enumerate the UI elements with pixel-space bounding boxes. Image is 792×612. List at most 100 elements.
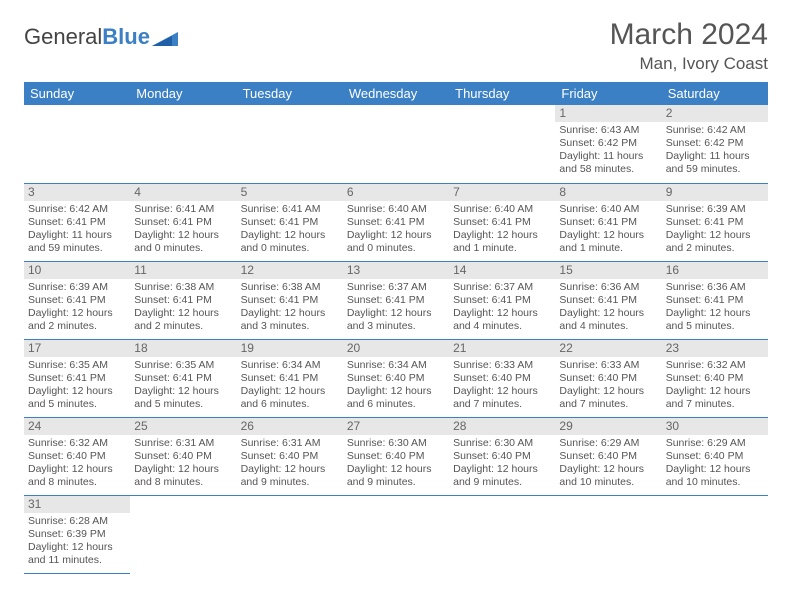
day-number: 9 bbox=[662, 184, 768, 201]
calendar-day: 31Sunrise: 6:28 AMSunset: 6:39 PMDayligh… bbox=[24, 495, 130, 573]
sunrise-text: Sunrise: 6:39 AM bbox=[666, 203, 764, 216]
daylight-text: and 7 minutes. bbox=[559, 398, 657, 411]
day-number: 13 bbox=[343, 262, 449, 279]
calendar-day: 20Sunrise: 6:34 AMSunset: 6:40 PMDayligh… bbox=[343, 339, 449, 417]
sunset-text: Sunset: 6:40 PM bbox=[559, 372, 657, 385]
calendar-day: 14Sunrise: 6:37 AMSunset: 6:41 PMDayligh… bbox=[449, 261, 555, 339]
sunset-text: Sunset: 6:41 PM bbox=[241, 372, 339, 385]
sunrise-text: Sunrise: 6:43 AM bbox=[559, 124, 657, 137]
sunset-text: Sunset: 6:40 PM bbox=[241, 450, 339, 463]
calendar-day: 22Sunrise: 6:33 AMSunset: 6:40 PMDayligh… bbox=[555, 339, 661, 417]
calendar-table: SundayMondayTuesdayWednesdayThursdayFrid… bbox=[24, 82, 768, 574]
sunset-text: Sunset: 6:41 PM bbox=[134, 216, 232, 229]
day-number: 16 bbox=[662, 262, 768, 279]
daylight-text: Daylight: 12 hours bbox=[559, 385, 657, 398]
sunset-text: Sunset: 6:41 PM bbox=[241, 294, 339, 307]
daylight-text: and 6 minutes. bbox=[241, 398, 339, 411]
daylight-text: and 1 minute. bbox=[453, 242, 551, 255]
daylight-text: Daylight: 12 hours bbox=[559, 463, 657, 476]
daylight-text: Daylight: 12 hours bbox=[453, 229, 551, 242]
daylight-text: Daylight: 12 hours bbox=[559, 229, 657, 242]
sunrise-text: Sunrise: 6:38 AM bbox=[241, 281, 339, 294]
sunrise-text: Sunrise: 6:29 AM bbox=[559, 437, 657, 450]
day-number: 22 bbox=[555, 340, 661, 357]
daylight-text: Daylight: 11 hours bbox=[666, 150, 764, 163]
sunrise-text: Sunrise: 6:32 AM bbox=[28, 437, 126, 450]
sunset-text: Sunset: 6:41 PM bbox=[28, 372, 126, 385]
calendar-day: 17Sunrise: 6:35 AMSunset: 6:41 PMDayligh… bbox=[24, 339, 130, 417]
calendar-week: 10Sunrise: 6:39 AMSunset: 6:41 PMDayligh… bbox=[24, 261, 768, 339]
calendar-week: 31Sunrise: 6:28 AMSunset: 6:39 PMDayligh… bbox=[24, 495, 768, 573]
day-number: 8 bbox=[555, 184, 661, 201]
day-number: 19 bbox=[237, 340, 343, 357]
daylight-text: and 59 minutes. bbox=[666, 163, 764, 176]
calendar-day: 30Sunrise: 6:29 AMSunset: 6:40 PMDayligh… bbox=[662, 417, 768, 495]
day-number: 17 bbox=[24, 340, 130, 357]
calendar-day: 26Sunrise: 6:31 AMSunset: 6:40 PMDayligh… bbox=[237, 417, 343, 495]
day-number: 12 bbox=[237, 262, 343, 279]
calendar-day: 24Sunrise: 6:32 AMSunset: 6:40 PMDayligh… bbox=[24, 417, 130, 495]
daylight-text: and 4 minutes. bbox=[453, 320, 551, 333]
daylight-text: Daylight: 12 hours bbox=[347, 229, 445, 242]
daylight-text: and 0 minutes. bbox=[134, 242, 232, 255]
calendar-day: 7Sunrise: 6:40 AMSunset: 6:41 PMDaylight… bbox=[449, 183, 555, 261]
sunrise-text: Sunrise: 6:41 AM bbox=[241, 203, 339, 216]
daylight-text: Daylight: 12 hours bbox=[453, 463, 551, 476]
calendar-empty bbox=[237, 105, 343, 183]
sunrise-text: Sunrise: 6:36 AM bbox=[666, 281, 764, 294]
daylight-text: and 5 minutes. bbox=[134, 398, 232, 411]
calendar-empty bbox=[555, 495, 661, 573]
calendar-empty bbox=[343, 495, 449, 573]
calendar-day: 23Sunrise: 6:32 AMSunset: 6:40 PMDayligh… bbox=[662, 339, 768, 417]
daylight-text: and 8 minutes. bbox=[28, 476, 126, 489]
sunset-text: Sunset: 6:41 PM bbox=[28, 216, 126, 229]
calendar-empty bbox=[449, 495, 555, 573]
day-header: Wednesday bbox=[343, 82, 449, 105]
daylight-text: and 0 minutes. bbox=[347, 242, 445, 255]
calendar-body: 1Sunrise: 6:43 AMSunset: 6:42 PMDaylight… bbox=[24, 105, 768, 573]
daylight-text: Daylight: 12 hours bbox=[28, 385, 126, 398]
sunrise-text: Sunrise: 6:28 AM bbox=[28, 515, 126, 528]
sunset-text: Sunset: 6:40 PM bbox=[347, 372, 445, 385]
sunset-text: Sunset: 6:40 PM bbox=[134, 450, 232, 463]
sunset-text: Sunset: 6:41 PM bbox=[28, 294, 126, 307]
daylight-text: and 7 minutes. bbox=[453, 398, 551, 411]
daylight-text: and 59 minutes. bbox=[28, 242, 126, 255]
calendar-day: 8Sunrise: 6:40 AMSunset: 6:41 PMDaylight… bbox=[555, 183, 661, 261]
sunset-text: Sunset: 6:40 PM bbox=[666, 372, 764, 385]
sunrise-text: Sunrise: 6:31 AM bbox=[134, 437, 232, 450]
daylight-text: Daylight: 12 hours bbox=[453, 307, 551, 320]
day-number: 26 bbox=[237, 418, 343, 435]
sunset-text: Sunset: 6:42 PM bbox=[666, 137, 764, 150]
day-number: 1 bbox=[555, 105, 661, 122]
sunset-text: Sunset: 6:40 PM bbox=[453, 372, 551, 385]
day-number: 30 bbox=[662, 418, 768, 435]
month-title: March 2024 bbox=[610, 18, 768, 52]
day-number: 2 bbox=[662, 105, 768, 122]
sunset-text: Sunset: 6:40 PM bbox=[666, 450, 764, 463]
day-number: 14 bbox=[449, 262, 555, 279]
daylight-text: Daylight: 12 hours bbox=[666, 463, 764, 476]
day-number: 7 bbox=[449, 184, 555, 201]
sunset-text: Sunset: 6:41 PM bbox=[347, 294, 445, 307]
daylight-text: Daylight: 12 hours bbox=[347, 307, 445, 320]
daylight-text: Daylight: 12 hours bbox=[28, 541, 126, 554]
brand-part2: Blue bbox=[102, 24, 150, 50]
calendar-day: 4Sunrise: 6:41 AMSunset: 6:41 PMDaylight… bbox=[130, 183, 236, 261]
sunrise-text: Sunrise: 6:31 AM bbox=[241, 437, 339, 450]
sunset-text: Sunset: 6:41 PM bbox=[241, 216, 339, 229]
sunrise-text: Sunrise: 6:34 AM bbox=[241, 359, 339, 372]
day-number: 15 bbox=[555, 262, 661, 279]
sunrise-text: Sunrise: 6:42 AM bbox=[28, 203, 126, 216]
day-number: 28 bbox=[449, 418, 555, 435]
brand-logo: GeneralBlue bbox=[24, 24, 178, 50]
daylight-text: Daylight: 12 hours bbox=[241, 385, 339, 398]
calendar-empty bbox=[343, 105, 449, 183]
daylight-text: Daylight: 11 hours bbox=[28, 229, 126, 242]
sunrise-text: Sunrise: 6:37 AM bbox=[453, 281, 551, 294]
calendar-day: 13Sunrise: 6:37 AMSunset: 6:41 PMDayligh… bbox=[343, 261, 449, 339]
day-number: 3 bbox=[24, 184, 130, 201]
calendar-day: 5Sunrise: 6:41 AMSunset: 6:41 PMDaylight… bbox=[237, 183, 343, 261]
sunrise-text: Sunrise: 6:34 AM bbox=[347, 359, 445, 372]
daylight-text: Daylight: 12 hours bbox=[666, 229, 764, 242]
